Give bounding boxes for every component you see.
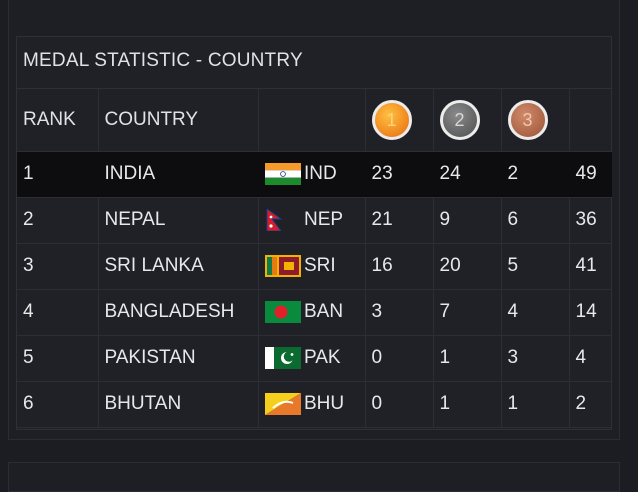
total-count-cell: 41: [569, 243, 612, 290]
table-row[interactable]: 4 BANGLADESH BAN 3 7 4 14: [17, 289, 612, 336]
medal-statistic-panel: MEDAL STATISTIC - COUNTRY RANK COUNTRY 1…: [16, 36, 612, 430]
gold-count-cell: 0: [365, 381, 434, 428]
nepal-flag-icon: [266, 208, 283, 231]
table-row[interactable]: 5 PAKISTAN PAK 0 1 3 4: [17, 335, 612, 382]
bhutan-flag-icon: [264, 392, 301, 415]
panel-title: MEDAL STATISTIC - COUNTRY: [17, 37, 611, 89]
country-header[interactable]: COUNTRY: [98, 89, 259, 152]
country-code-cell: BAN: [300, 289, 366, 336]
bronze-count-cell: 5: [501, 243, 570, 290]
flag-cell: [258, 289, 301, 336]
table-header-row: RANK COUNTRY 1 2 3: [17, 89, 612, 152]
table-row[interactable]: 1 INDIA IND 23 24 2 49: [17, 151, 612, 198]
gold-count-cell: 0: [365, 335, 434, 382]
country-code-cell: SRI: [300, 243, 366, 290]
gold-header[interactable]: 1: [365, 89, 434, 152]
total-count-cell: 4: [569, 335, 612, 382]
silver-header[interactable]: 2: [433, 89, 502, 152]
total-header: [569, 89, 612, 152]
country-cell: BANGLADESH: [98, 289, 259, 336]
gold-count-cell: 21: [365, 197, 434, 244]
silver-count-cell: 1: [433, 335, 502, 382]
flag-code-header: [258, 89, 366, 152]
country-cell: BHUTAN: [98, 381, 259, 428]
gold-count-cell: 16: [365, 243, 434, 290]
gold-count-cell: 3: [365, 289, 434, 336]
bronze-count-cell: 1: [501, 381, 570, 428]
flag-cell: [258, 243, 301, 290]
rank-cell: 2: [17, 197, 99, 244]
country-cell: SRI LANKA: [98, 243, 259, 290]
flag-cell: [258, 381, 301, 428]
country-code-cell: PAK: [300, 335, 366, 382]
gold-count-cell: 23: [365, 151, 434, 198]
country-code-cell: IND: [300, 151, 366, 198]
rank-cell: 4: [17, 289, 99, 336]
country-cell: PAKISTAN: [98, 335, 259, 382]
silver-count-cell: 9: [433, 197, 502, 244]
flag-cell: [258, 151, 301, 198]
bronze-count-cell: 6: [501, 197, 570, 244]
flag-cell: [258, 335, 301, 382]
bronze-header[interactable]: 3: [501, 89, 570, 152]
silver-count-cell: 7: [433, 289, 502, 336]
gold-medal-icon: 1: [371, 99, 412, 140]
bronze-count-cell: 2: [501, 151, 570, 198]
sri-lanka-flag-icon: [264, 254, 301, 277]
rank-cell: 3: [17, 243, 99, 290]
bronze-count-cell: 3: [501, 335, 570, 382]
country-code-cell: BHU: [300, 381, 366, 428]
bangladesh-flag-icon: [264, 300, 301, 323]
silver-count-cell: 24: [433, 151, 502, 198]
next-panel: [8, 462, 620, 492]
country-cell: NEPAL: [98, 197, 259, 244]
pakistan-flag-icon: [264, 346, 301, 369]
country-cell: INDIA: [98, 151, 259, 198]
rank-cell: 5: [17, 335, 99, 382]
table-row[interactable]: 6 BHUTAN BHU 0 1 1 2: [17, 381, 612, 428]
total-count-cell: 36: [569, 197, 612, 244]
table-row[interactable]: 2 NEPAL NEP 21 9 6 36: [17, 197, 612, 244]
bronze-medal-icon: 3: [507, 99, 548, 140]
india-flag-icon: [264, 162, 301, 185]
flag-cell: [258, 197, 300, 244]
rank-header[interactable]: RANK: [17, 89, 99, 152]
total-count-cell: 2: [569, 381, 612, 428]
country-code-cell: NEP: [300, 197, 366, 244]
table-row[interactable]: 3 SRI LANKA SRI 16 20 5 41: [17, 243, 612, 290]
total-count-cell: 14: [569, 289, 612, 336]
silver-count-cell: 1: [433, 381, 502, 428]
medal-table: RANK COUNTRY 1 2 3 1 INDIA: [17, 89, 612, 428]
total-count-cell: 49: [569, 151, 612, 198]
silver-medal-icon: 2: [439, 99, 480, 140]
silver-count-cell: 20: [433, 243, 502, 290]
rank-cell: 6: [17, 381, 99, 428]
bronze-count-cell: 4: [501, 289, 570, 336]
rank-cell: 1: [17, 151, 99, 198]
